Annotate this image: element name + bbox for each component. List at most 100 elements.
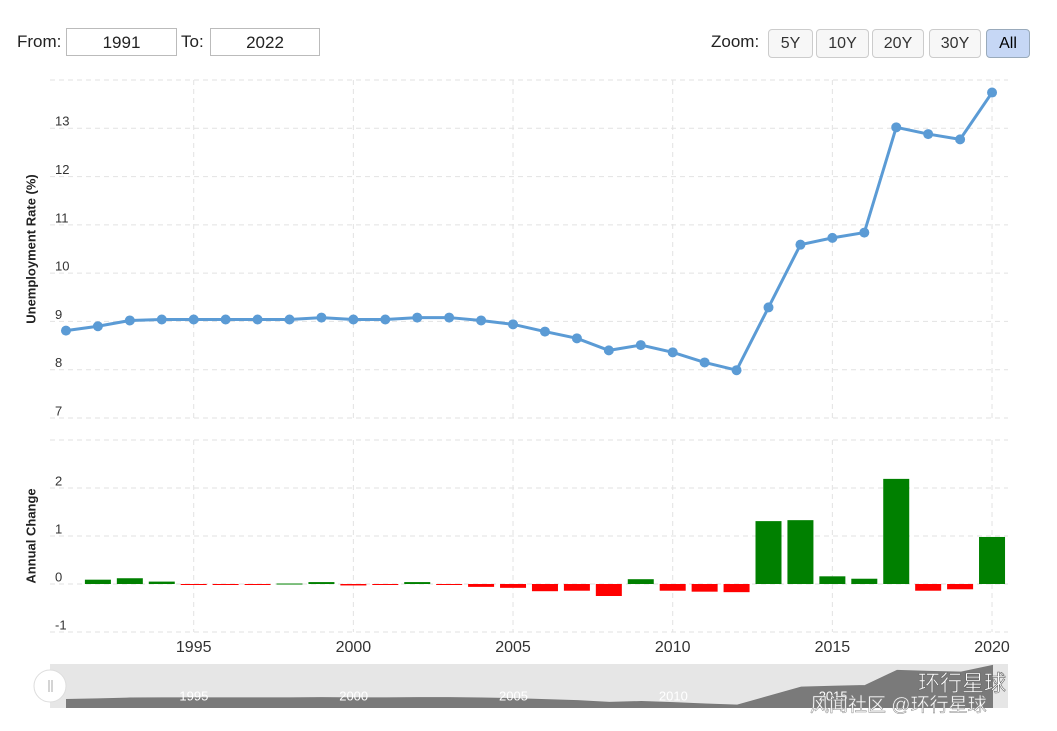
point: [827, 232, 838, 243]
bar: [659, 584, 686, 591]
bar: [851, 578, 878, 584]
point: [955, 134, 966, 145]
y-axis-title: Unemployment Rate (%): [23, 174, 38, 324]
point: [348, 314, 359, 325]
y-tick-label: 13: [55, 114, 69, 129]
point: [220, 314, 231, 325]
from-input[interactable]: 1991: [66, 28, 177, 56]
point: [667, 347, 678, 358]
point: [699, 357, 710, 368]
y-tick-label: 8: [55, 355, 62, 370]
watermark: 环行星球: [918, 671, 1006, 696]
bar: [627, 579, 654, 584]
point: [124, 315, 135, 326]
zoom-label: Zoom:: [711, 32, 760, 51]
navigator-label: 2010: [659, 688, 688, 703]
bar: [308, 582, 335, 584]
point: [316, 312, 327, 323]
bar: [212, 584, 239, 585]
bar: [468, 584, 495, 587]
navigator-area: [66, 665, 993, 708]
bar: [979, 536, 1006, 584]
from-label: From:: [17, 32, 62, 51]
y-tick-label: 10: [55, 259, 69, 274]
bar: [340, 584, 367, 586]
y-tick-label: -1: [55, 617, 67, 632]
zoom-button[interactable]: 10Y: [816, 29, 869, 58]
line: [65, 91, 994, 372]
point: [188, 314, 199, 325]
point: [859, 227, 870, 238]
navigator-bg: [50, 664, 1008, 708]
bar: [436, 584, 463, 585]
y-tick-label: 0: [55, 569, 62, 584]
bar: [148, 581, 175, 584]
navigator-handle[interactable]: [33, 669, 67, 703]
point: [284, 314, 295, 325]
point: [987, 87, 998, 98]
point: [571, 333, 582, 344]
bar: [244, 584, 271, 585]
zoom-button[interactable]: 5Y: [768, 29, 813, 58]
bar: [915, 584, 942, 591]
watermark: 风闻社区 @环行星球: [810, 694, 987, 716]
point: [252, 314, 263, 325]
point: [603, 345, 614, 356]
navigator-label: 2015: [819, 688, 848, 703]
y-tick-label: 12: [55, 162, 69, 177]
x-tick-label: 1995: [176, 639, 212, 656]
to-input[interactable]: 2022: [210, 28, 320, 56]
bar: [372, 584, 399, 585]
bar: [947, 584, 974, 590]
point: [156, 314, 167, 325]
zoom-button[interactable]: All: [986, 29, 1030, 58]
point: [92, 321, 103, 332]
point: [923, 129, 934, 140]
navigator-line: [65, 664, 994, 706]
bar: [180, 584, 207, 585]
bar: [500, 584, 527, 588]
bar: [787, 520, 814, 584]
y-tick-label: 1: [55, 521, 62, 536]
bar: [883, 478, 910, 584]
point: [891, 122, 902, 133]
bar: [404, 582, 431, 584]
bar: [116, 578, 143, 584]
x-tick-label: 2020: [974, 639, 1010, 656]
point: [539, 326, 550, 337]
point: [60, 325, 71, 336]
bar: [276, 583, 303, 585]
point: [444, 312, 455, 323]
navigator-label: 2005: [499, 688, 528, 703]
bar: [531, 584, 558, 592]
zoom-button[interactable]: 20Y: [872, 29, 924, 58]
x-tick-label: 2005: [495, 639, 531, 656]
y-tick-label: 11: [55, 210, 69, 225]
point: [476, 315, 487, 326]
x-tick-label: 2010: [655, 639, 691, 656]
point: [380, 314, 391, 325]
bar: [819, 576, 846, 584]
bar: [563, 584, 590, 591]
point: [731, 365, 742, 376]
navigator-label: 1995: [179, 688, 208, 703]
zoom-button[interactable]: 30Y: [929, 29, 981, 58]
x-tick-label: 2015: [815, 639, 851, 656]
point: [508, 319, 519, 330]
bar: [723, 584, 750, 593]
x-tick-label: 2000: [336, 639, 372, 656]
point: [795, 239, 806, 250]
point: [635, 340, 646, 351]
y-axis-title: Annual Change: [23, 488, 38, 583]
y-tick-label: 2: [55, 473, 62, 488]
bar: [595, 584, 622, 596]
point: [763, 302, 774, 313]
navigator-label: 2000: [339, 688, 368, 703]
bar: [755, 521, 782, 584]
y-tick-label: 7: [55, 403, 62, 418]
bar: [84, 579, 111, 584]
to-label: To:: [181, 32, 204, 51]
y-tick-label: 9: [55, 307, 62, 322]
